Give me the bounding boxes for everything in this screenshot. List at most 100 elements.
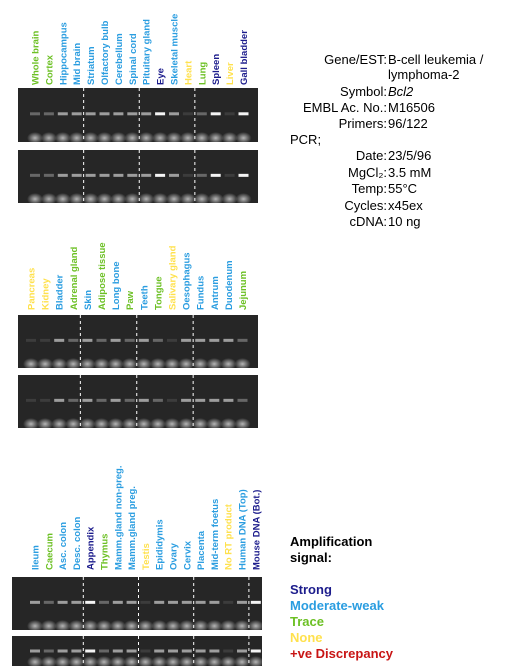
gel-band xyxy=(223,649,234,653)
gel-band xyxy=(209,338,220,342)
primer-glow xyxy=(151,620,168,632)
primer-glow xyxy=(82,132,99,144)
primer-glow xyxy=(124,193,141,205)
primer-glow xyxy=(54,132,71,144)
primer-glow xyxy=(121,418,138,430)
primer-glow xyxy=(109,656,126,668)
info-label: Date: xyxy=(355,148,387,163)
primer-glow xyxy=(68,193,85,205)
primer-glow xyxy=(207,193,224,205)
lane-label: Liver xyxy=(225,62,236,85)
primer-glow xyxy=(27,132,43,144)
lane-label: Skeletal muscle xyxy=(170,14,181,85)
primer-glow xyxy=(137,656,154,668)
legend-title: Amplification signal: xyxy=(290,534,373,565)
legend-item: Strong xyxy=(290,582,332,597)
primer-glow xyxy=(193,132,210,144)
primer-glow xyxy=(247,620,264,632)
primer-glow xyxy=(138,193,155,205)
gel-band xyxy=(96,338,107,342)
primer-glow xyxy=(27,656,43,668)
primer-glow xyxy=(110,132,127,144)
primer-glow xyxy=(178,656,195,668)
gel-band xyxy=(237,338,248,342)
gel-band xyxy=(40,338,51,342)
primer-glow xyxy=(138,132,155,144)
lane-label: Spinal cord xyxy=(128,33,139,85)
primer-glow xyxy=(124,132,141,144)
info-label: Symbol: xyxy=(340,84,387,99)
lane-label: Spleen xyxy=(211,54,222,85)
gel-band xyxy=(26,338,36,342)
lane-label: Mouse DNA (Bot.) xyxy=(251,490,262,570)
lane-label: Mid brain xyxy=(72,43,83,85)
gel-band xyxy=(195,338,206,342)
gel-band xyxy=(196,112,207,116)
gel-band xyxy=(182,112,193,116)
lane-label: Placenta xyxy=(196,530,207,570)
gel-band xyxy=(112,600,123,604)
primer-glow xyxy=(40,656,57,668)
gel-band xyxy=(141,173,152,177)
gel-band xyxy=(85,649,96,653)
primer-glow xyxy=(165,656,181,668)
gel-band xyxy=(54,338,65,342)
lane-label: Adrenal gland xyxy=(69,246,80,310)
info-label: cDNA: xyxy=(349,214,387,229)
lane-label: Thymus xyxy=(100,534,111,570)
lane-label: Hippocampus xyxy=(58,22,69,85)
gel-band xyxy=(124,338,135,342)
info-value: x45ex xyxy=(388,197,423,213)
primer-glow xyxy=(206,620,223,632)
primer-glow xyxy=(40,620,57,632)
primer-glow xyxy=(137,620,154,632)
gel-band xyxy=(169,112,179,116)
primer-glow xyxy=(234,656,250,668)
gel-band xyxy=(71,112,82,116)
lane-label: Skin xyxy=(83,290,94,310)
info-label: Cycles: xyxy=(344,197,387,213)
gel-band xyxy=(138,398,149,402)
gel-band xyxy=(99,649,109,653)
lane-label: Cortex xyxy=(44,54,55,85)
lane-label: Cerebellum xyxy=(114,33,125,85)
info-label: Gene/EST: xyxy=(324,52,387,67)
info-label: MgCl₂: xyxy=(348,164,387,180)
primer-glow xyxy=(23,358,39,370)
primer-glow xyxy=(234,358,251,370)
primer-glow xyxy=(96,132,113,144)
primer-glow xyxy=(234,620,250,632)
gel-band xyxy=(181,600,192,604)
primer-glow xyxy=(121,358,138,370)
gel-band xyxy=(168,600,178,604)
info-value: 3.5 mM xyxy=(388,164,432,180)
gel-band xyxy=(57,649,68,653)
primer-glow xyxy=(93,358,110,370)
lane-label: Jejunum xyxy=(238,271,249,310)
primer-glow xyxy=(247,656,264,668)
info-value: 23/5/96 xyxy=(388,148,432,163)
lane-label: Adipose tissue xyxy=(97,242,108,310)
lane-label: Asc. colon xyxy=(58,522,69,570)
gel-band xyxy=(250,600,261,604)
primer-glow xyxy=(220,656,237,668)
gel-band xyxy=(71,649,82,653)
gel-band xyxy=(54,398,65,402)
gel-band xyxy=(195,649,206,653)
lane-label: Oesophagus xyxy=(182,252,193,310)
gel-band xyxy=(224,112,235,116)
primer-glow xyxy=(178,358,195,370)
gel-band xyxy=(85,173,96,177)
gel-image xyxy=(12,577,262,630)
info-label: EMBL Ac. No.: xyxy=(302,100,387,115)
primer-glow xyxy=(152,132,169,144)
lane-label: Striatum xyxy=(86,46,97,85)
gel-band xyxy=(43,112,54,116)
primer-glow xyxy=(220,358,237,370)
lane-label: Teeth xyxy=(139,285,150,310)
primer-glow xyxy=(93,418,110,430)
gel-band xyxy=(30,600,40,604)
primer-glow xyxy=(135,418,152,430)
legend-item: None xyxy=(290,630,323,645)
primer-glow xyxy=(192,418,209,430)
